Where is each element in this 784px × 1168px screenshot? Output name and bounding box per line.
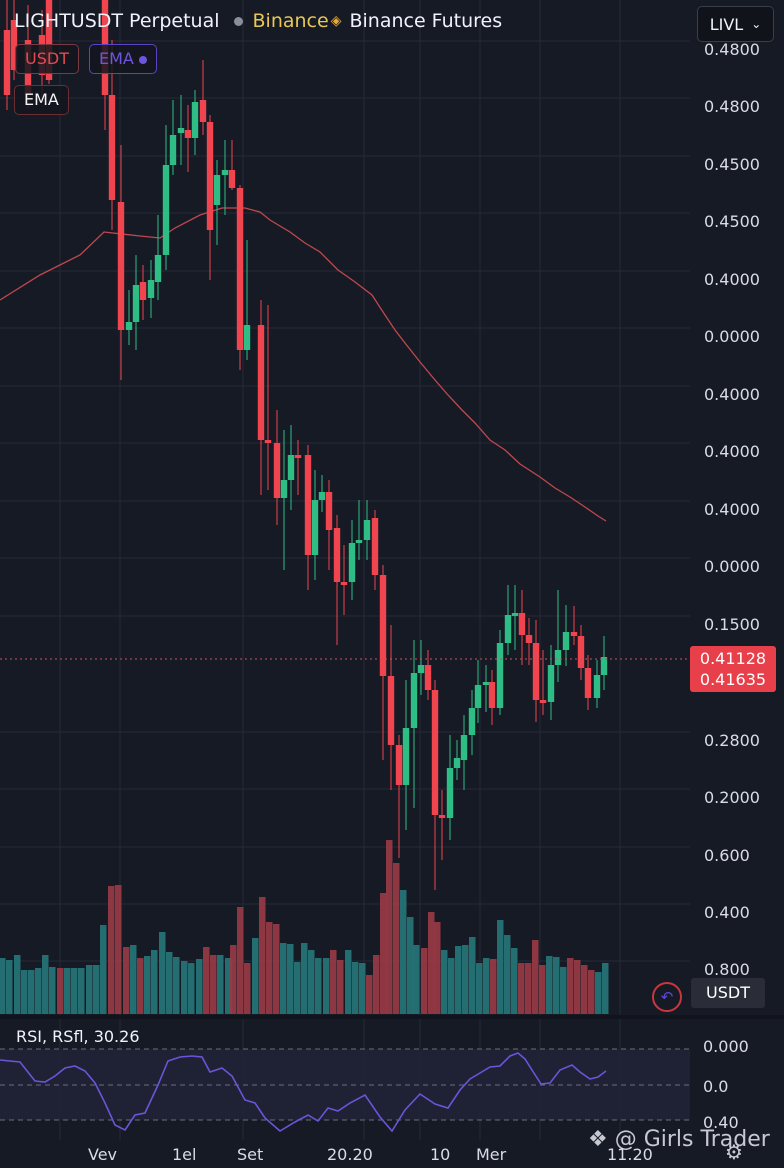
time-axis-label: Mer xyxy=(476,1145,507,1164)
last-price-value: 0.41128 xyxy=(699,649,767,668)
binance-logo-icon: ◈ xyxy=(330,13,342,29)
rsi-pane xyxy=(0,1048,690,1133)
chart-title: LIGHTUSDT Perpetual Binance ◈ Binance Fu… xyxy=(14,10,502,32)
price-axis-label: 0.600 xyxy=(704,846,750,865)
price-axis-label: 0.4000 xyxy=(704,500,760,519)
rsi-legend: RSI, RSfl, 30.26 xyxy=(16,1027,140,1046)
market-name: Binance Futures xyxy=(349,10,503,32)
price-axis-label: 0.4500 xyxy=(704,155,760,174)
price-axis-label: 0.4800 xyxy=(704,97,760,116)
price-axis-label: 0.4000 xyxy=(704,385,760,404)
return-arrow-icon: ↶ xyxy=(660,988,674,1006)
price-axis-label: 0.4000 xyxy=(704,270,760,289)
price-axis-label: 0.1500 xyxy=(704,615,760,634)
watermark: ❖ @ Girls Trader xyxy=(588,1127,770,1152)
price-axis-label: 0.0000 xyxy=(704,557,760,576)
symbol-name: LIGHTUSDT Perpetual xyxy=(14,10,220,32)
time-axis-label: Set xyxy=(237,1145,264,1164)
chevron-down-icon: ⌄ xyxy=(751,17,762,31)
chip-label: EMA xyxy=(24,90,59,109)
price-axis-label: 0.0000 xyxy=(704,327,760,346)
chip-label: USDT xyxy=(25,49,69,68)
volume-bars xyxy=(0,840,609,1014)
exchange-name: Binance xyxy=(252,10,329,32)
rsi-axis-label: 0.40 xyxy=(703,1113,739,1132)
chart-grid xyxy=(0,0,690,1140)
legend-chip-ema[interactable]: EMA xyxy=(89,44,157,74)
time-axis-label: 1el xyxy=(172,1145,197,1164)
rsi-axis-label: 0.0 xyxy=(703,1077,729,1096)
gear-icon[interactable]: ⚙ xyxy=(725,1140,743,1164)
time-axis-label: 11.20 xyxy=(607,1145,653,1164)
candlesticks xyxy=(3,0,608,890)
price-axis-label: 0.4800 xyxy=(704,40,760,59)
legend-chip-usdt[interactable]: USDT xyxy=(15,44,79,74)
status-dot-icon xyxy=(233,16,243,26)
binance-logo-icon: ❖ xyxy=(588,1127,608,1152)
volume-currency-tag: USDT xyxy=(691,978,765,1008)
chip-label: EMA xyxy=(99,49,134,68)
price-axis-label: 0.400 xyxy=(704,903,750,922)
rsi-axis-label: 0.000 xyxy=(703,1037,749,1056)
legend-chip-ema-2[interactable]: EMA xyxy=(14,85,69,115)
price-axis-label: 0.4500 xyxy=(704,212,760,231)
interval-dropdown[interactable]: LIVL ⌄ xyxy=(697,6,774,42)
price-axis-label: 0.2800 xyxy=(704,731,760,750)
last-price-tag: 0.41128 0.41635 xyxy=(690,646,776,692)
interval-label: LIVL xyxy=(709,14,744,34)
time-axis-label: 10 xyxy=(430,1145,451,1164)
time-axis-label: Vev xyxy=(88,1145,118,1164)
price-axis-label: 0.2000 xyxy=(704,788,760,807)
time-axis-label: 20.20 xyxy=(327,1145,373,1164)
ema-line xyxy=(0,207,607,522)
price-axis-label: 0.800 xyxy=(704,960,750,979)
watermark-text: @ Girls Trader xyxy=(614,1127,770,1152)
price-axis-label: 0.4000 xyxy=(704,442,760,461)
ema-color-dot-icon xyxy=(138,55,147,64)
scroll-to-realtime-button[interactable]: ↶ xyxy=(652,982,682,1012)
last-price-value-2: 0.41635 xyxy=(699,670,767,689)
